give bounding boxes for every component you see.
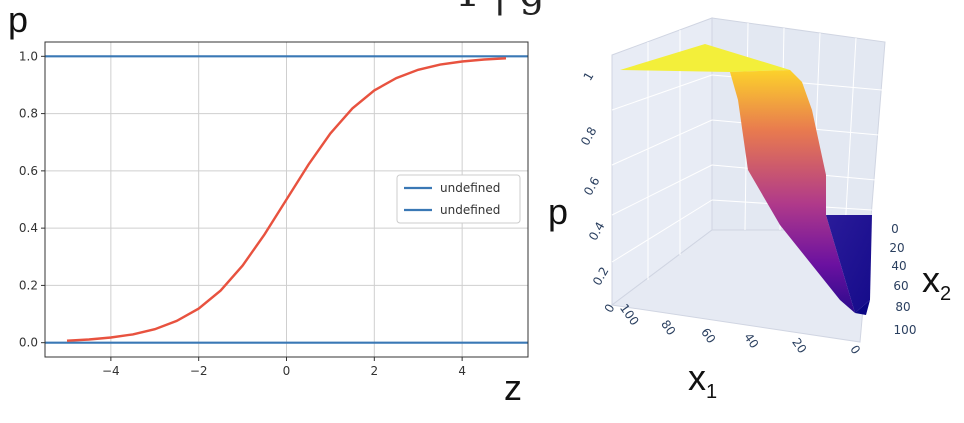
y-tick-label: 0.6 — [19, 164, 38, 178]
surface-low-plateau — [826, 215, 872, 313]
x-tick-label: 0 — [283, 364, 291, 378]
x-axis-label: z — [504, 367, 522, 408]
surface-low-edge — [855, 300, 870, 315]
legend-label: undefined — [440, 203, 500, 217]
x1-tick-label: 60 — [698, 325, 718, 346]
surface-slope — [730, 70, 855, 313]
legend-label: undefined — [440, 181, 500, 195]
z-tick-label: 0.4 — [586, 220, 608, 244]
y-tick-label: 1.0 — [19, 49, 38, 63]
x-tick-label: −2 — [190, 364, 208, 378]
z-tick-label: 0.8 — [578, 125, 600, 149]
x2-tick-label: 20 — [889, 241, 904, 255]
surface-z-label: p — [548, 191, 569, 232]
x2-tick-label: 60 — [893, 279, 908, 293]
x2-tick-label: 100 — [894, 323, 917, 337]
x2-tick-label: 0 — [891, 222, 899, 236]
z-tick-label: 1 — [581, 70, 597, 84]
y-axis-label: p — [8, 0, 29, 40]
z-tick-label: 0.2 — [590, 265, 612, 289]
surface-top-plateau — [620, 44, 790, 72]
x2-tick-label: 80 — [895, 300, 910, 314]
legend: undefined undefined — [396, 174, 521, 224]
formula-fragment: 1 | g — [455, 0, 545, 16]
x1-tick-label: 0 — [847, 343, 863, 357]
surface-y-label: x2 — [922, 259, 952, 305]
y-tick-label: 0.4 — [19, 221, 38, 235]
x1-tick-label: 20 — [789, 335, 809, 356]
x-tick-label: 4 — [458, 364, 466, 378]
y-tick-label: 0.8 — [19, 107, 38, 121]
y-tick-label: 0.2 — [19, 278, 38, 292]
x2-tick-label: 40 — [891, 259, 906, 273]
x1-tick-label: 40 — [741, 330, 761, 351]
z-tick-label: 0.6 — [581, 175, 603, 199]
surface-x-label: x1 — [688, 357, 718, 403]
sigmoid-curve — [66, 57, 507, 342]
y-tick-label: 0.0 — [19, 336, 38, 350]
x1-tick-label: 80 — [658, 317, 678, 338]
x-tick-label: −4 — [102, 364, 120, 378]
x-tick-label: 2 — [370, 364, 378, 378]
